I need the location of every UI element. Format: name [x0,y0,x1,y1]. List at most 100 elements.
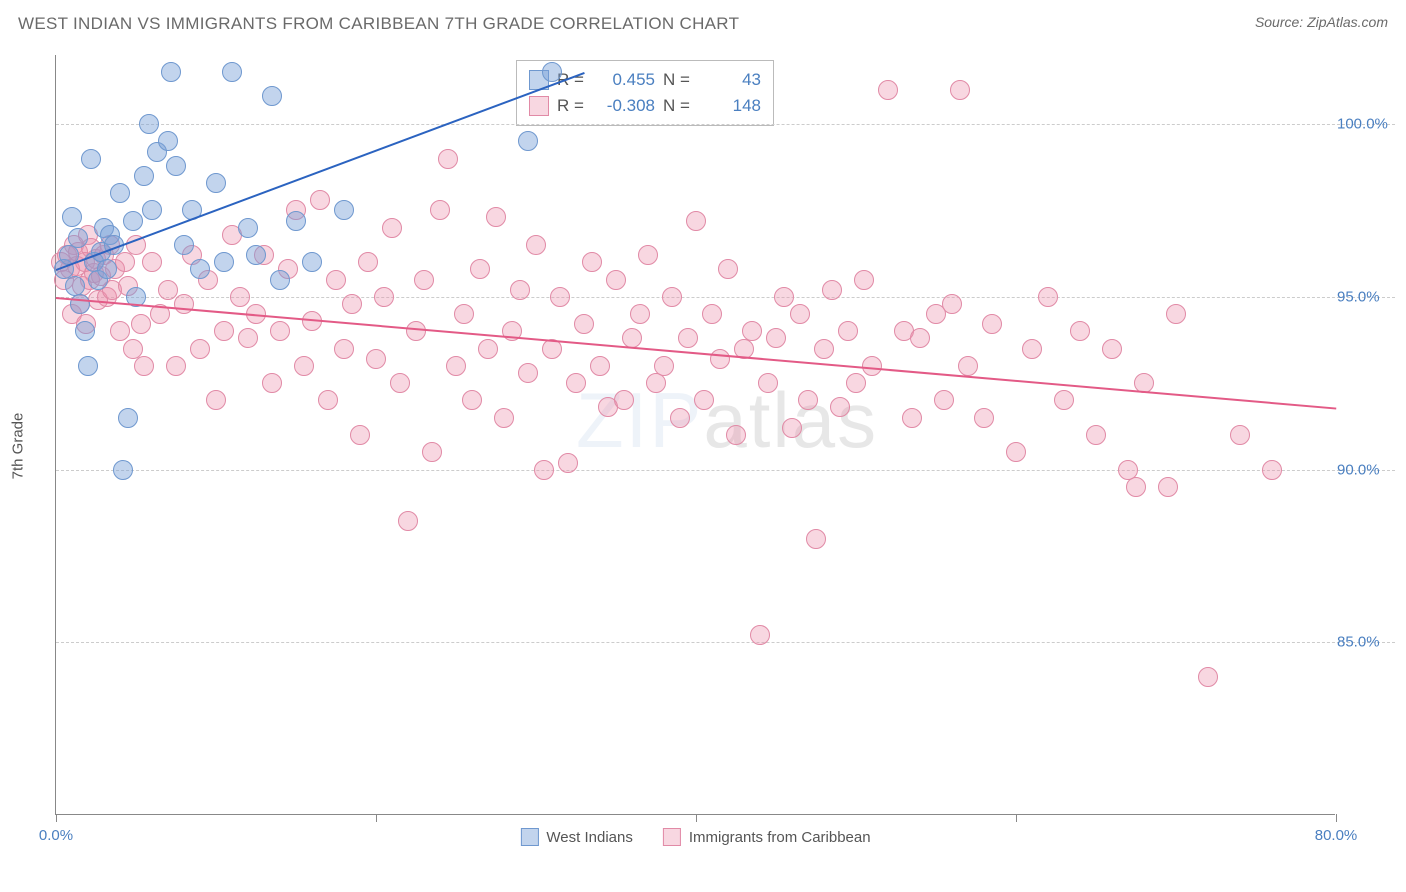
data-point-series2 [310,190,330,210]
legend-swatch-icon [520,828,538,846]
data-point-series2 [782,418,802,438]
data-point-series2 [190,339,210,359]
data-point-series2 [334,339,354,359]
x-tick-label: 80.0% [1315,827,1358,844]
data-point-series2 [670,408,690,428]
data-point-series1 [166,156,186,176]
data-point-series2 [166,356,186,376]
data-point-series2 [398,511,418,531]
data-point-series2 [742,321,762,341]
data-point-series2 [326,270,346,290]
legend-row-series2: R = -0.308 N = 148 [529,93,761,119]
data-point-series2 [1102,339,1122,359]
data-point-series2 [462,390,482,410]
data-point-series2 [1198,667,1218,687]
data-point-series2 [534,460,554,480]
data-point-series2 [358,252,378,272]
data-point-series2 [206,390,226,410]
y-axis-title: 7th Grade [10,413,27,480]
data-point-series2 [878,80,898,100]
data-point-series1 [139,114,159,134]
data-point-series1 [262,86,282,106]
data-point-series2 [846,373,866,393]
data-point-series2 [142,252,162,272]
gridline [56,642,1395,643]
data-point-series2 [366,349,386,369]
legend-item-series2: Immigrants from Caribbean [663,828,871,846]
legend-swatch-icon [663,828,681,846]
y-tick-label: 100.0% [1337,116,1397,133]
y-tick-label: 85.0% [1337,634,1397,651]
data-point-series2 [958,356,978,376]
data-point-series2 [1038,287,1058,307]
gridline [56,297,1395,298]
data-point-series2 [1262,460,1282,480]
data-point-series2 [718,259,738,279]
data-point-series1 [334,200,354,220]
data-point-series1 [518,131,538,151]
data-point-series2 [662,287,682,307]
x-tick-label: 0.0% [39,827,73,844]
legend-item-series1: West Indians [520,828,632,846]
data-point-series1 [542,62,562,82]
data-point-series2 [131,314,151,334]
data-point-series2 [1022,339,1042,359]
data-point-series1 [270,270,290,290]
data-point-series1 [286,211,306,231]
data-point-series1 [238,218,258,238]
data-point-series2 [1086,425,1106,445]
data-point-series1 [158,131,178,151]
data-point-series2 [582,252,602,272]
data-point-series2 [590,356,610,376]
data-point-series1 [97,259,117,279]
data-point-series1 [123,211,143,231]
data-point-series2 [350,425,370,445]
data-point-series2 [606,270,626,290]
data-point-series2 [115,252,135,272]
data-point-series2 [766,328,786,348]
y-tick-label: 90.0% [1337,461,1397,478]
data-point-series2 [270,321,290,341]
data-point-series2 [974,408,994,428]
data-point-series2 [294,356,314,376]
data-point-series2 [478,339,498,359]
data-point-series2 [430,200,450,220]
data-point-series2 [678,328,698,348]
data-point-series2 [230,287,250,307]
x-tick [1016,814,1017,822]
data-point-series1 [81,149,101,169]
series-legend: West Indians Immigrants from Caribbean [520,828,870,846]
data-point-series2 [486,207,506,227]
data-point-series2 [574,314,594,334]
data-point-series2 [1006,442,1026,462]
data-point-series2 [438,149,458,169]
y-tick-label: 95.0% [1337,288,1397,305]
data-point-series2 [1054,390,1074,410]
data-point-series1 [113,460,133,480]
data-point-series1 [62,207,82,227]
data-point-series2 [110,321,130,341]
data-point-series2 [822,280,842,300]
data-point-series2 [262,373,282,393]
data-point-series2 [798,390,818,410]
data-point-series2 [982,314,1002,334]
data-point-series2 [374,287,394,307]
data-point-series2 [526,235,546,255]
data-point-series2 [774,287,794,307]
data-point-series2 [830,397,850,417]
data-point-series1 [222,62,242,82]
data-point-series2 [702,304,722,324]
data-point-series2 [318,390,338,410]
data-point-series2 [134,356,154,376]
data-point-series2 [750,625,770,645]
x-tick [56,814,57,822]
data-point-series2 [638,245,658,265]
gridline [56,124,1395,125]
data-point-series1 [190,259,210,279]
watermark: ZIPatlas [576,375,878,466]
data-point-series1 [161,62,181,82]
data-point-series2 [422,442,442,462]
data-point-series2 [710,349,730,369]
data-point-series2 [854,270,874,290]
data-point-series1 [134,166,154,186]
